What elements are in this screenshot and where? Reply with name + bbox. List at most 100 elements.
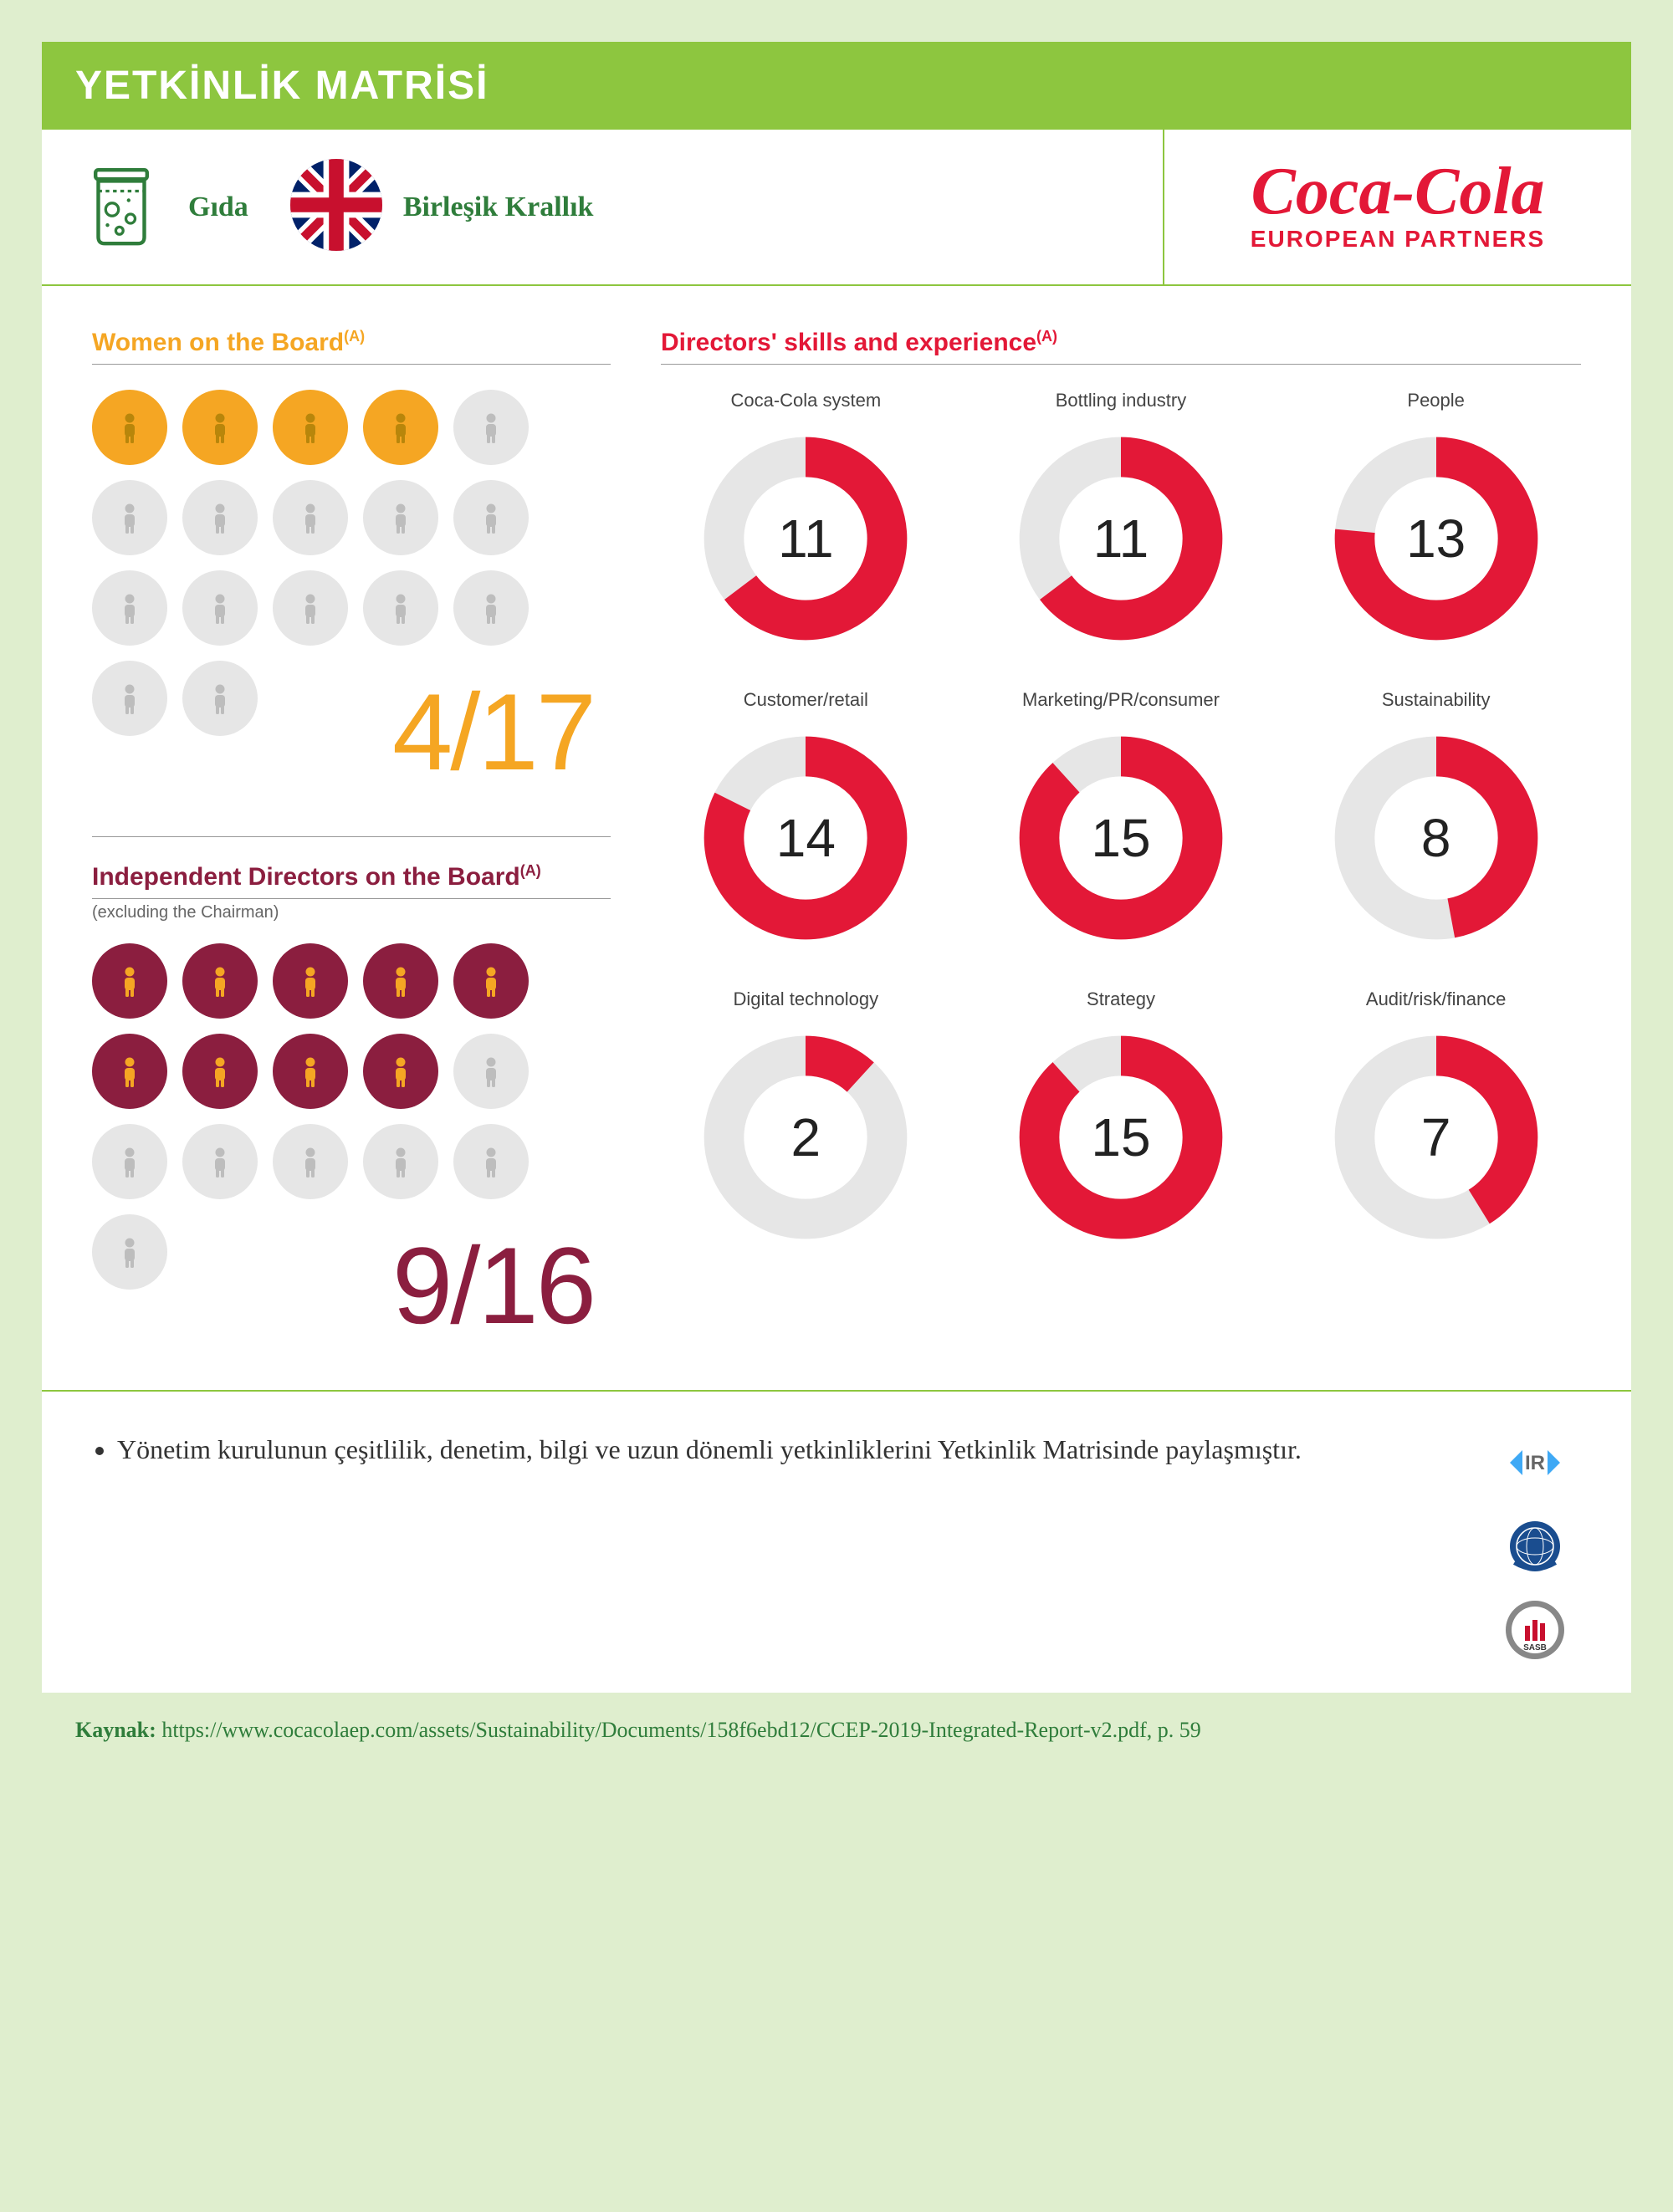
donut-chart: 15 xyxy=(1012,729,1230,947)
title-bar: YETKİNLİK MATRİSİ xyxy=(42,42,1631,130)
independent-title: Independent Directors on the Board(A) xyxy=(92,862,611,899)
svg-text:IR: IR xyxy=(1525,1452,1545,1474)
donut-chart: 13 xyxy=(1328,430,1545,647)
donut-chart: 14 xyxy=(697,729,914,947)
donut-chart: 8 xyxy=(1328,729,1545,947)
person-icon xyxy=(453,480,529,555)
donut-value: 15 xyxy=(1091,1106,1150,1168)
person-icon xyxy=(453,943,529,1019)
left-column: Women on the Board(A) 4/17 Independent D… xyxy=(92,328,611,1348)
right-column: Directors' skills and experience(A) Coca… xyxy=(661,328,1581,1348)
donut-value: 11 xyxy=(1093,508,1149,570)
donut-value: 15 xyxy=(1091,807,1150,869)
independent-subtitle: (excluding the Chairman) xyxy=(92,903,611,922)
donut-label: Digital technology xyxy=(661,989,951,1012)
logo-main: Coca-Cola xyxy=(1251,161,1545,222)
donut-grid: Coca-Cola system 11 Bottling industry 11 Peo… xyxy=(661,390,1581,1246)
person-icon xyxy=(92,661,167,736)
header-row: Gıda Birleşik Krallık xyxy=(42,130,1631,286)
footer-bullet: Yönetim kurulunun çeşitlilik, denetim, b… xyxy=(117,1429,1456,1469)
person-icon xyxy=(273,1034,348,1109)
donut-cell: Bottling industry 11 xyxy=(976,390,1266,647)
logo-sub: EUROPEAN PARTNERS xyxy=(1251,226,1545,253)
person-icon xyxy=(182,390,258,465)
person-icon xyxy=(273,570,348,646)
footer: Yönetim kurulunun çeşitlilik, denetim, b… xyxy=(42,1390,1631,1693)
person-icon xyxy=(273,1124,348,1199)
donut-cell: Coca-Cola system 11 xyxy=(661,390,951,647)
person-icon xyxy=(182,480,258,555)
donut-label: Sustainability xyxy=(1291,689,1581,713)
person-icon xyxy=(363,480,438,555)
source-label: Kaynak: xyxy=(75,1718,156,1742)
person-icon xyxy=(363,1124,438,1199)
donut-label: Strategy xyxy=(976,989,1266,1012)
person-icon xyxy=(182,943,258,1019)
person-icon xyxy=(273,480,348,555)
donut-chart: 7 xyxy=(1328,1029,1545,1246)
donut-value: 13 xyxy=(1406,508,1466,570)
person-icon xyxy=(92,1034,167,1109)
donut-cell: Audit/risk/finance 7 xyxy=(1291,989,1581,1246)
country-badge: Birleşik Krallık xyxy=(290,159,594,255)
person-icon xyxy=(453,390,529,465)
source-link[interactable]: https://www.cocacolaep.com/assets/Sustai… xyxy=(161,1718,1200,1742)
donut-cell: Marketing/PR/consumer15 xyxy=(976,689,1266,947)
svg-text:SASB: SASB xyxy=(1523,1643,1547,1653)
person-icon xyxy=(363,390,438,465)
women-title: Women on the Board(A) xyxy=(92,328,611,365)
donut-label: Bottling industry xyxy=(976,390,1266,413)
donut-value: 2 xyxy=(791,1106,821,1168)
person-icon xyxy=(273,390,348,465)
donut-label: People xyxy=(1291,390,1581,413)
person-icon xyxy=(453,570,529,646)
source-line: Kaynak: https://www.cocacolaep.com/asset… xyxy=(42,1693,1631,1751)
person-icon xyxy=(92,1214,167,1290)
person-icon xyxy=(182,1034,258,1109)
person-icon xyxy=(92,1124,167,1199)
person-icon xyxy=(92,480,167,555)
donut-cell: Customer/retail 14 xyxy=(661,689,951,947)
donut-chart: 11 xyxy=(697,430,914,647)
content: Women on the Board(A) 4/17 Independent D… xyxy=(42,286,1631,1390)
person-icon xyxy=(363,943,438,1019)
donut-cell: Strategy 15 xyxy=(976,989,1266,1246)
person-icon xyxy=(92,390,167,465)
footer-logos: IR SASB xyxy=(1489,1429,1581,1663)
donut-chart: 15 xyxy=(1012,1029,1230,1246)
person-icon xyxy=(363,1034,438,1109)
independent-fraction: 9/16 xyxy=(92,1223,594,1348)
donut-chart: 2 xyxy=(697,1029,914,1246)
person-icon xyxy=(273,943,348,1019)
footer-text: Yönetim kurulunun çeşitlilik, denetim, b… xyxy=(92,1429,1456,1663)
uk-flag-icon xyxy=(290,159,382,255)
person-icon xyxy=(453,1034,529,1109)
donut-value: 7 xyxy=(1421,1106,1451,1168)
donut-label: Coca-Cola system xyxy=(661,390,951,413)
divider xyxy=(92,836,611,837)
person-icon xyxy=(92,570,167,646)
person-icon xyxy=(182,1124,258,1199)
donut-value: 14 xyxy=(776,807,836,869)
food-badge: Gıda xyxy=(75,159,248,255)
person-icon xyxy=(182,661,258,736)
person-icon xyxy=(363,570,438,646)
sasb-logo-icon: SASB xyxy=(1502,1596,1568,1663)
header-badges: Gıda Birleşik Krallık xyxy=(42,130,1163,284)
women-fraction: 4/17 xyxy=(92,669,594,794)
donut-label: Audit/risk/finance xyxy=(1291,989,1581,1012)
donut-cell: Sustainability 8 xyxy=(1291,689,1581,947)
donut-value: 11 xyxy=(778,508,833,570)
page-title: YETKİNLİK MATRİSİ xyxy=(75,63,1598,109)
food-label: Gıda xyxy=(188,192,248,223)
donut-value: 8 xyxy=(1421,807,1451,869)
logo-panel: Coca-Cola EUROPEAN PARTNERS xyxy=(1163,130,1631,284)
company-logo: Coca-Cola EUROPEAN PARTNERS xyxy=(1251,161,1545,253)
ir-logo-icon: IR xyxy=(1502,1429,1568,1496)
donut-cell: People 13 xyxy=(1291,390,1581,647)
donut-label: Customer/retail xyxy=(661,689,951,713)
country-label: Birleşik Krallık xyxy=(403,192,594,223)
jar-icon xyxy=(75,159,167,255)
person-icon xyxy=(182,570,258,646)
skills-title: Directors' skills and experience(A) xyxy=(661,328,1581,365)
